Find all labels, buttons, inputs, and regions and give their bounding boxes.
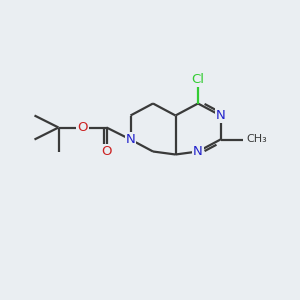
Text: O: O [77,121,88,134]
Text: CH₃: CH₃ [247,134,267,145]
Text: Cl: Cl [191,73,205,86]
Text: N: N [126,133,135,146]
Text: O: O [101,145,112,158]
Text: N: N [216,109,225,122]
Text: N: N [193,145,203,158]
